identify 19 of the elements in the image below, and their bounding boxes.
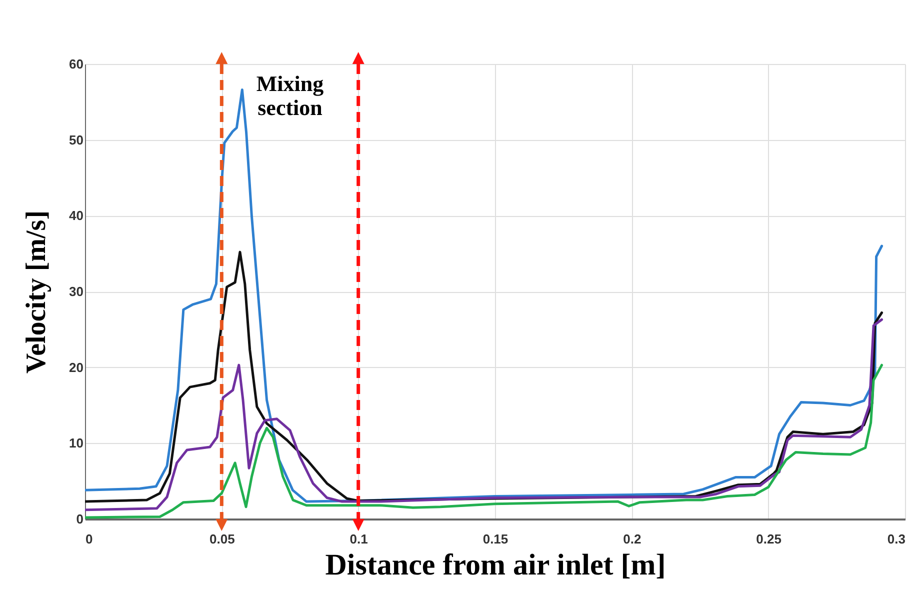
y-tick-label: 10 bbox=[69, 436, 84, 451]
x-axis-title: Distance from air inlet [m] bbox=[325, 548, 666, 582]
y-axis-title: Velocity [m/s] bbox=[21, 210, 52, 374]
line-series bbox=[85, 364, 884, 519]
x-tick-label: 0 bbox=[86, 532, 93, 546]
y-tick-label: 30 bbox=[69, 284, 84, 299]
y-tick-label: 20 bbox=[69, 360, 84, 375]
x-tick-label: 0.3 bbox=[887, 532, 906, 546]
annotation: Mixing section bbox=[256, 71, 324, 120]
x-tick-label: 0.2 bbox=[623, 532, 642, 546]
x-tick-label: 0.25 bbox=[756, 532, 782, 546]
y-tick-label: 50 bbox=[69, 132, 84, 148]
line-series bbox=[85, 318, 884, 512]
x-tick-label: 0.1 bbox=[350, 532, 368, 546]
x-tick-label: 0.05 bbox=[210, 532, 235, 546]
y-tick-label: 40 bbox=[69, 208, 84, 224]
y-tick-label: 0 bbox=[76, 512, 84, 526]
x-tick-label: 0.15 bbox=[482, 532, 508, 546]
y-tick-label: 60 bbox=[69, 56, 84, 72]
